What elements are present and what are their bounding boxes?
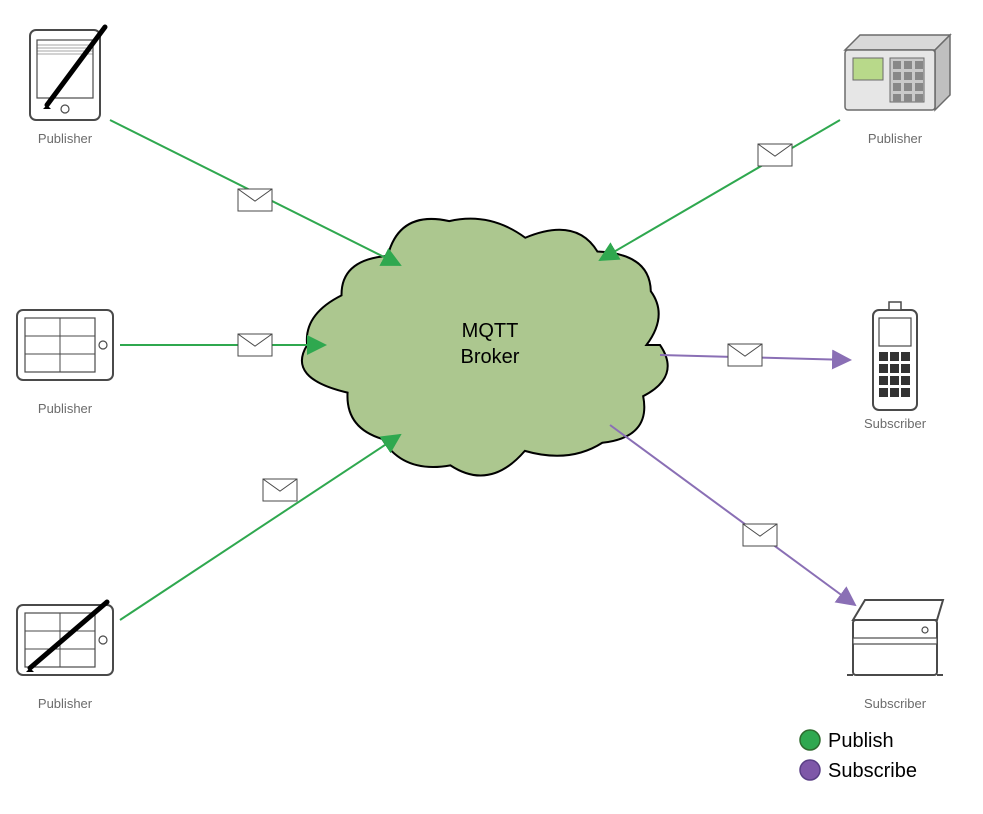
- tablet-pen-icon: [30, 27, 105, 120]
- broker-label-2: Broker: [461, 346, 520, 368]
- legend-item-publish: Publish: [800, 730, 894, 752]
- tablet-grid-pen-icon: [17, 602, 113, 675]
- envelope-icon: [743, 524, 777, 546]
- tablet-grid-icon: [17, 310, 113, 380]
- edge-pub4-broker: [120, 435, 400, 620]
- node-pub2: Publisher: [845, 35, 950, 146]
- node-label: Subscriber: [864, 696, 927, 711]
- printer-icon: [847, 600, 943, 675]
- legend-item-subscribe: Subscribe: [800, 760, 917, 782]
- envelope-icon: [728, 344, 762, 366]
- edge-broker-sub1: [660, 344, 850, 366]
- node-label: Publisher: [38, 131, 93, 146]
- device-box-icon: [845, 35, 950, 110]
- node-label: Publisher: [38, 401, 93, 416]
- node-sub1: Subscriber: [864, 302, 927, 431]
- edge-pub1-broker: [110, 120, 400, 265]
- legend-swatch: [800, 730, 820, 750]
- node-pub4: Publisher: [17, 602, 113, 711]
- mqtt-diagram: MQTT Broker Publisher Publisher Publisher Pub…: [0, 0, 983, 814]
- legend-label: Subscribe: [828, 760, 917, 782]
- node-sub2: Subscriber: [847, 600, 943, 711]
- node-label: Subscriber: [864, 416, 927, 431]
- broker-cloud: MQTT Broker: [302, 219, 668, 476]
- envelope-icon: [238, 189, 272, 211]
- edge-pub2-broker: [600, 120, 840, 260]
- envelope-icon: [238, 334, 272, 356]
- node-label: Publisher: [38, 696, 93, 711]
- edge-broker-sub2: [610, 425, 855, 605]
- legend-label: Publish: [828, 730, 894, 752]
- broker-label-1: MQTT: [462, 320, 519, 342]
- edge-pub3-broker: [120, 334, 325, 356]
- node-label: Publisher: [868, 131, 923, 146]
- legend: Publish Subscribe: [800, 730, 917, 782]
- legend-swatch: [800, 760, 820, 780]
- envelope-icon: [263, 479, 297, 501]
- node-pub3: Publisher: [17, 310, 113, 416]
- envelope-icon: [758, 144, 792, 166]
- node-pub1: Publisher: [30, 27, 105, 146]
- phone-icon: [873, 302, 917, 410]
